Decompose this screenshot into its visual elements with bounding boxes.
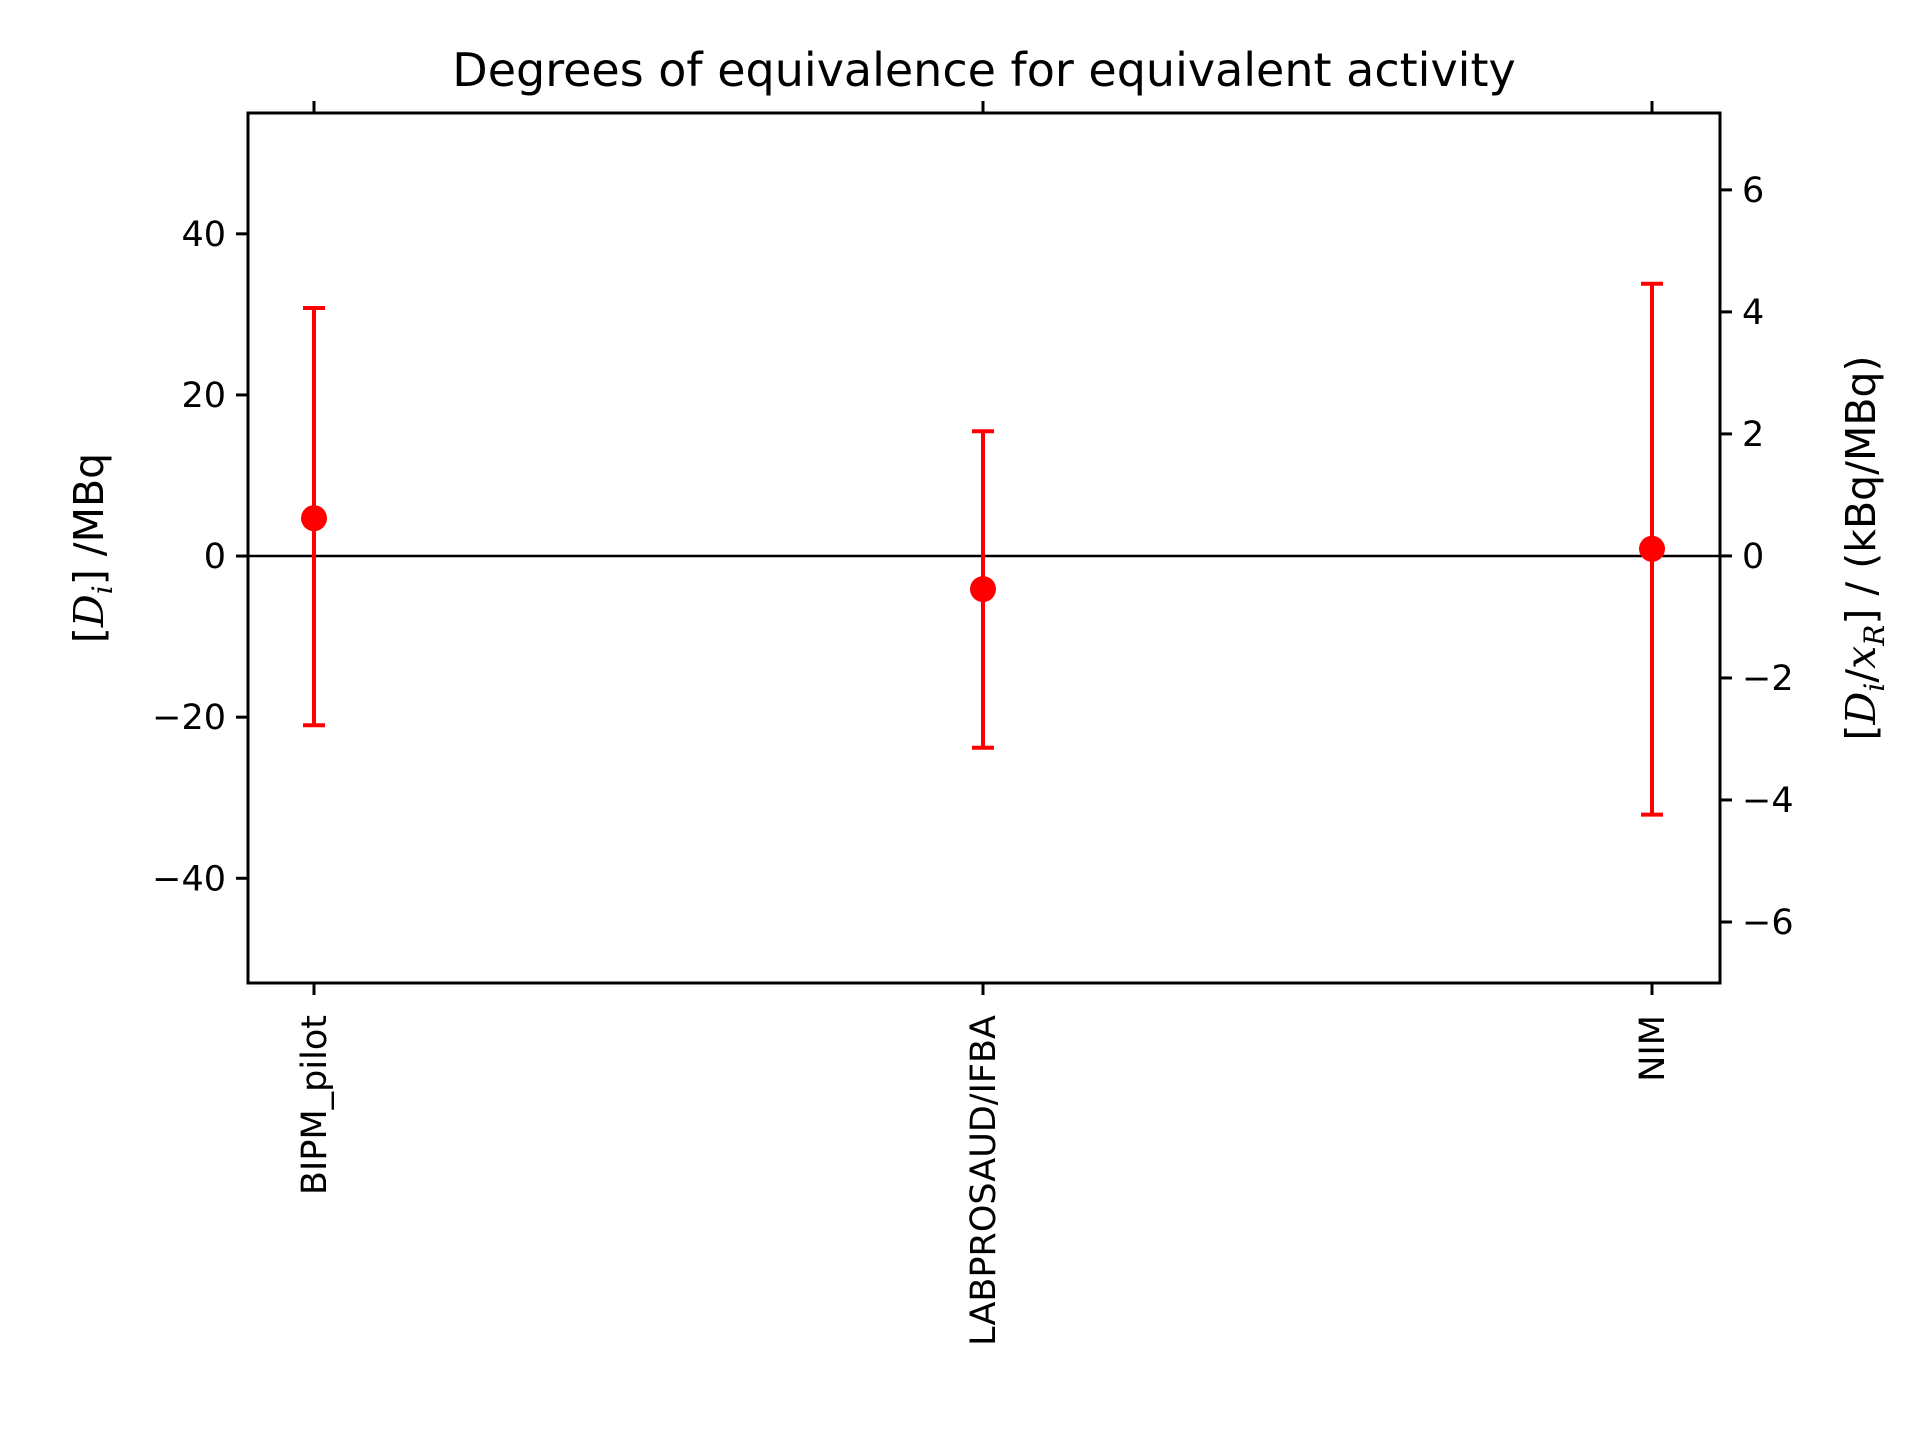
right-tick-label: −4	[1742, 781, 1794, 821]
data-point	[1639, 535, 1665, 562]
y-axis-label-left: [Di] /MBq	[65, 453, 119, 643]
right-tick-label: −2	[1742, 659, 1794, 699]
data-series	[301, 281, 1665, 817]
right-tick-label: 4	[1742, 293, 1764, 333]
left-y-axis: −40 −20 0 20 40	[152, 215, 248, 899]
right-tick-label: 2	[1742, 415, 1764, 455]
y-axis-label-right: [Di/xR] / (kBq/MBq)	[1837, 356, 1891, 741]
data-point	[970, 576, 996, 603]
chart-title: Degrees of equivalence for equivalent ac…	[452, 43, 1515, 97]
right-tick-label: −6	[1742, 903, 1794, 943]
left-tick-label: −40	[152, 859, 226, 899]
x-tick-label: LABPROSAUD/IFBA	[964, 1015, 1004, 1346]
x-tick-label: BIPM_pilot	[295, 1015, 335, 1195]
right-tick-label: 6	[1742, 171, 1764, 211]
left-tick-label: 20	[181, 376, 226, 416]
data-point	[301, 505, 327, 532]
right-y-axis: −6 −4 −2 0 2 4 6	[1720, 171, 1794, 943]
left-tick-label: 0	[204, 537, 226, 577]
right-tick-label: 0	[1742, 537, 1764, 577]
left-tick-label: 40	[181, 215, 226, 255]
x-axis: BIPM_pilot LABPROSAUD/IFBA NIM	[295, 101, 1673, 1346]
left-tick-label: −20	[152, 698, 226, 738]
x-tick-label: NIM	[1633, 1015, 1673, 1082]
